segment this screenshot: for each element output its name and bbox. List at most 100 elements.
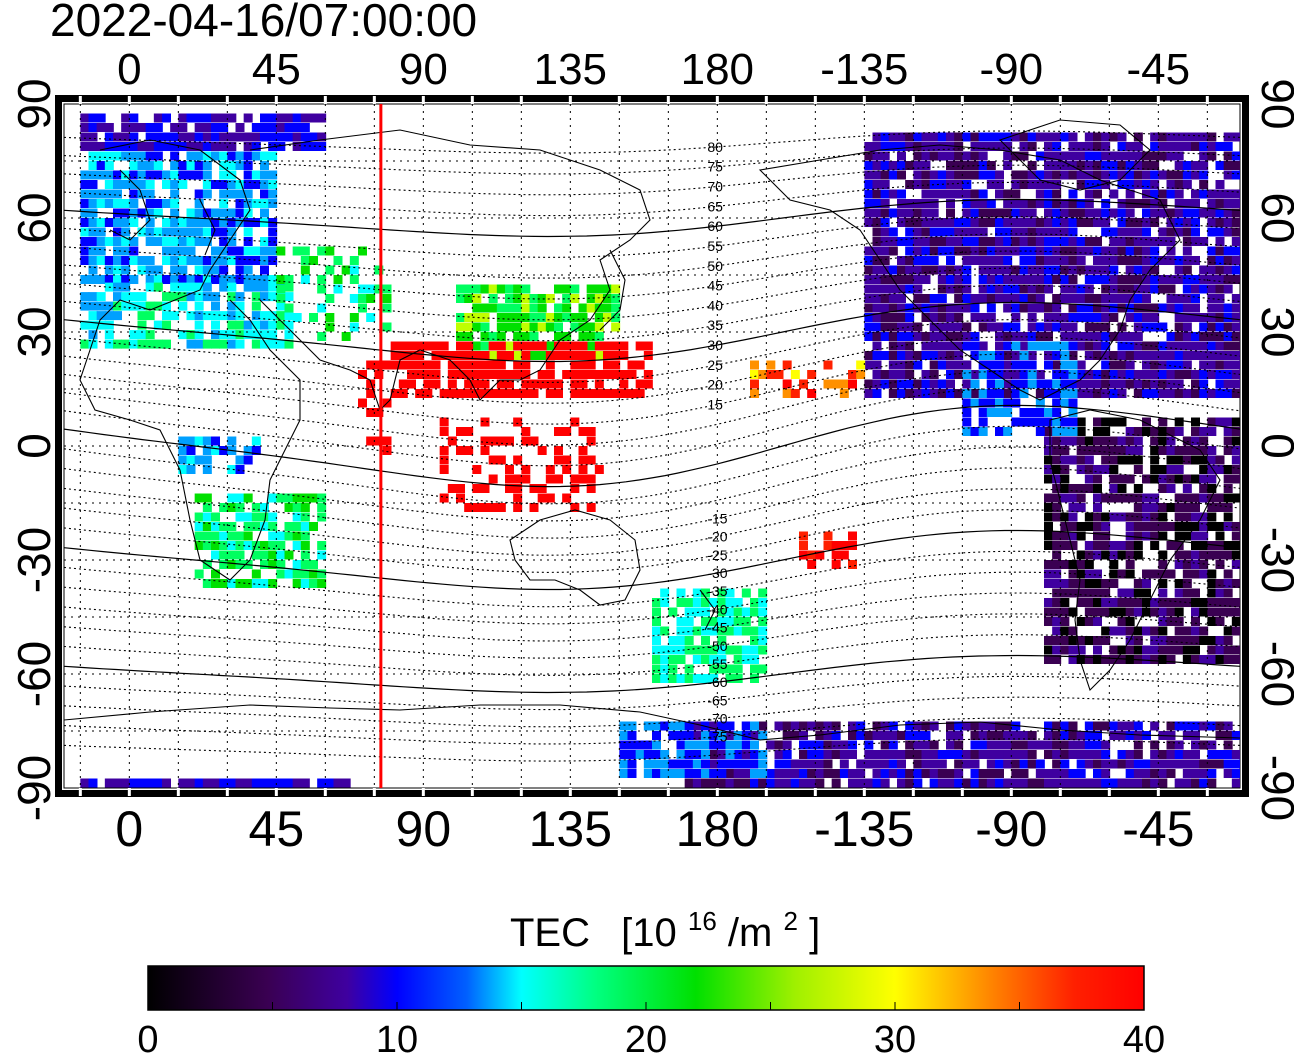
tec-cell xyxy=(1207,550,1217,560)
tec-cell xyxy=(717,645,727,655)
tec-cell xyxy=(211,436,220,446)
frame-tick-gap xyxy=(323,96,327,104)
tec-cell xyxy=(986,170,996,180)
tec-cell xyxy=(1158,132,1168,142)
tec-cell xyxy=(153,275,163,284)
tec-cell xyxy=(888,303,898,313)
tec-cell xyxy=(766,740,776,750)
tec-cell xyxy=(80,189,90,199)
tec-cell xyxy=(219,579,229,588)
tec-cell xyxy=(897,351,906,360)
tec-cell xyxy=(986,721,996,731)
tec-cell xyxy=(521,379,531,389)
tec-cell xyxy=(300,550,310,560)
tec-cell xyxy=(243,180,253,189)
tec-cell xyxy=(905,769,915,778)
tec-cell xyxy=(1011,208,1021,218)
tec-cell xyxy=(1011,731,1021,740)
tec-cell xyxy=(888,759,898,769)
frame-tick-gap xyxy=(519,96,523,104)
tec-cell xyxy=(1174,341,1184,351)
tec-cell xyxy=(178,170,188,180)
tec-cell xyxy=(145,199,155,208)
tec-cell xyxy=(1223,313,1233,322)
tec-cell xyxy=(1068,427,1078,436)
tec-cell xyxy=(888,227,898,237)
tec-cell xyxy=(921,294,931,303)
tec-cell xyxy=(162,320,171,330)
tec-cell xyxy=(676,769,686,778)
tec-cell xyxy=(349,313,359,322)
right-lat-tick-label: -30 xyxy=(1252,527,1294,593)
tec-cell xyxy=(521,284,531,294)
tec-cell xyxy=(268,560,278,569)
colorbar-label: TEC xyxy=(510,911,590,955)
tec-cell xyxy=(594,351,604,360)
tec-cell xyxy=(1068,541,1078,550)
tec-cell xyxy=(96,301,106,311)
tec-cell xyxy=(1182,446,1192,455)
tec-cell xyxy=(88,218,98,227)
tec-cell xyxy=(1035,389,1045,398)
tec-cell xyxy=(1207,332,1217,341)
tec-cell xyxy=(1093,617,1102,626)
tec-cell xyxy=(1182,265,1192,275)
tec-cell xyxy=(1166,759,1176,769)
tec-cell xyxy=(799,750,808,759)
magnetic-contour xyxy=(64,529,1240,591)
tec-cell xyxy=(758,598,768,607)
tec-cell xyxy=(1231,617,1240,626)
tec-cell xyxy=(1174,588,1184,598)
tec-cell xyxy=(268,579,278,588)
tec-cell xyxy=(986,161,996,170)
tec-cell xyxy=(586,436,596,446)
tec-cell xyxy=(1060,294,1070,303)
tec-cell xyxy=(970,199,980,208)
tec-cell xyxy=(227,493,237,503)
tec-cell xyxy=(227,256,237,265)
tec-cell xyxy=(1223,170,1233,180)
tec-cell xyxy=(170,227,180,237)
tec-cell xyxy=(1044,569,1053,579)
tec-cell xyxy=(1019,199,1029,208)
tec-cell xyxy=(1093,512,1102,522)
frame-tick-gap xyxy=(1058,96,1062,104)
tec-cell xyxy=(1166,522,1176,531)
tec-cell xyxy=(545,360,555,370)
tec-cell xyxy=(872,721,882,731)
tec-cell xyxy=(995,322,1004,332)
left-lat-tick-label: 30 xyxy=(8,306,60,357)
tec-cell xyxy=(284,311,294,321)
tec-cell xyxy=(937,294,947,303)
tec-cell xyxy=(219,522,229,531)
tec-cell xyxy=(211,265,220,275)
tec-cell xyxy=(1019,180,1029,189)
tec-cell xyxy=(913,237,923,246)
tec-cell xyxy=(1117,655,1127,664)
tec-cell xyxy=(766,370,776,379)
frame-tick-gap xyxy=(421,96,425,104)
tec-cell xyxy=(178,180,188,189)
magnetic-contour-label: 15 xyxy=(707,396,723,412)
colorbar-tick-label: 10 xyxy=(376,1019,418,1057)
tec-cell xyxy=(1109,151,1119,161)
tec-cell xyxy=(1125,607,1135,617)
tec-cell xyxy=(839,769,849,778)
tec-cell xyxy=(1207,645,1217,655)
tec-cell xyxy=(1215,360,1225,370)
tec-cell xyxy=(113,301,122,311)
tec-cell xyxy=(986,778,996,788)
tec-cell xyxy=(521,465,531,474)
tec-cell xyxy=(741,750,751,759)
tec-cell xyxy=(1101,636,1111,645)
left-lat-tick-label: 0 xyxy=(8,433,60,459)
tec-cell xyxy=(545,351,555,360)
tec-cell xyxy=(554,303,563,313)
tec-cell xyxy=(317,778,327,788)
tec-cell xyxy=(407,360,416,370)
tec-cell xyxy=(537,313,547,322)
tec-cell xyxy=(1199,389,1209,398)
tec-cell xyxy=(946,778,955,788)
tec-cell xyxy=(937,360,947,370)
tec-cell xyxy=(774,778,784,788)
